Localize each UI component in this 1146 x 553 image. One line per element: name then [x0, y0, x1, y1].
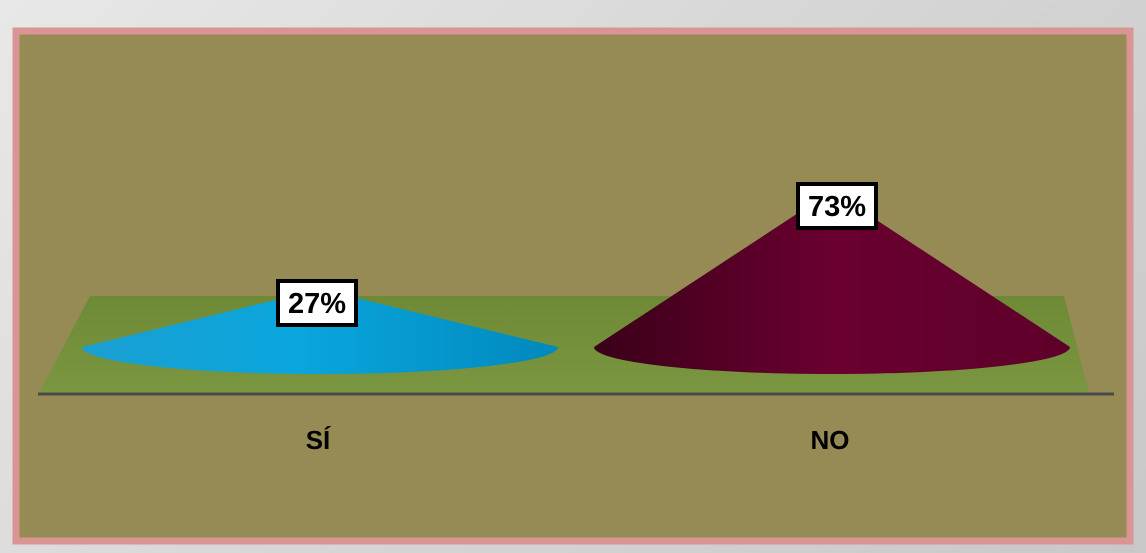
data-label-1: 73% [808, 191, 866, 223]
data-label-box-1 [796, 182, 878, 230]
chart-frame: 27% SÍ 73% NO [12, 27, 1134, 545]
chart-marks: 27% SÍ 73% NO [82, 182, 1070, 455]
cone-no-1 [594, 190, 1070, 374]
data-label-box-0 [276, 279, 358, 327]
category-label-1: NO [811, 425, 850, 455]
cone-s-0 [82, 289, 558, 374]
data-label-0: 27% [288, 288, 346, 320]
category-label-0: SÍ [306, 425, 331, 455]
chart-canvas: 27% SÍ 73% NO [12, 27, 1134, 545]
